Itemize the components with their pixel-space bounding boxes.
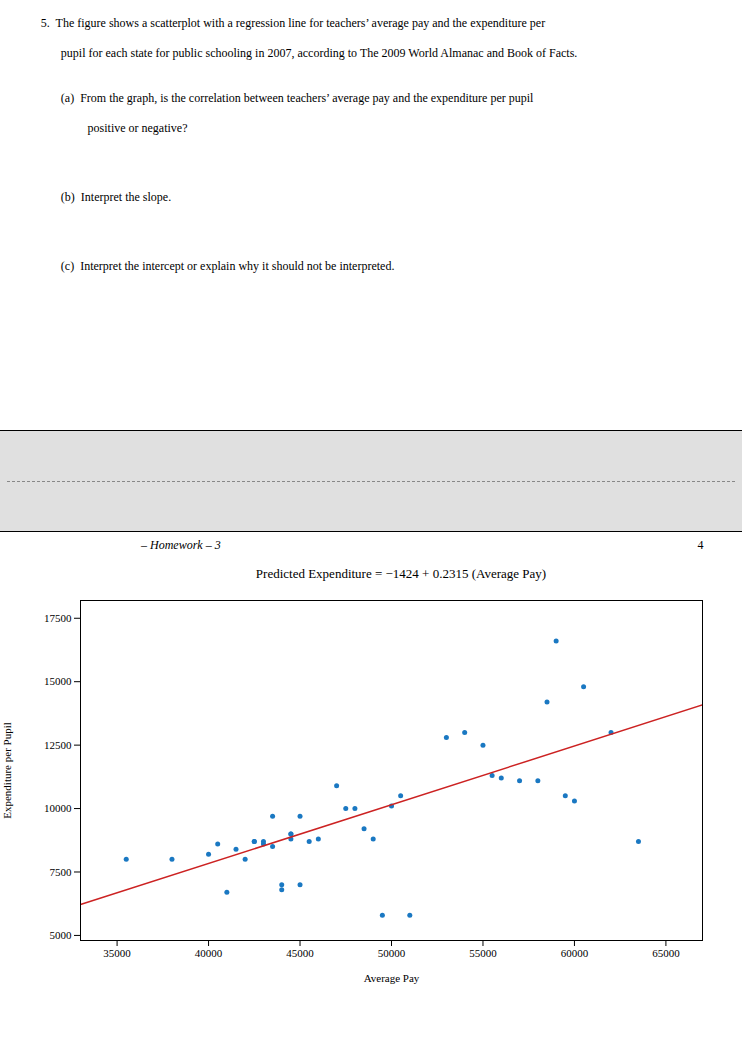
html-text:pupil for each state for publi: pupil for each state for public schoolin… — [60, 46, 578, 60]
html-text:positive or negative?: positive or negative? — [87, 121, 188, 135]
svg-text:Average Pay: Average Pay — [364, 972, 420, 984]
svg-text:10000: 10000 — [44, 802, 72, 814]
svg-text:65000: 65000 — [652, 947, 680, 959]
html-text:4: 4 — [697, 538, 704, 552]
html-text:(a) From the graph, is the cor: (a) From the graph, is the correlation b… — [60, 91, 534, 105]
svg-text:35000: 35000 — [103, 947, 131, 959]
svg-text:5000: 5000 — [50, 929, 73, 941]
svg-text:12500: 12500 — [44, 739, 72, 751]
svg-text:Expenditure per Pupil: Expenditure per Pupil — [1, 722, 13, 819]
html-text:Predicted Expenditure = −1424: Predicted Expenditure = −1424 + 0.2315 (… — [255, 566, 547, 581]
svg-text:17500: 17500 — [44, 612, 72, 624]
svg-text:15000: 15000 — [44, 675, 72, 687]
svg-text:7500: 7500 — [50, 866, 73, 878]
svg-text:40000: 40000 — [195, 947, 223, 959]
html-text:(b) Interpret the slope.: (b) Interpret the slope. — [60, 190, 172, 204]
svg-text:60000: 60000 — [561, 947, 589, 959]
svg-text:55000: 55000 — [469, 947, 497, 959]
svg-text:50000: 50000 — [378, 947, 406, 959]
html-text:5. The figure shows a scatterp: 5. The figure shows a scatterplot with a… — [40, 16, 546, 30]
svg-text:45000: 45000 — [286, 947, 314, 959]
html-text:(c) Interpret the intercept or: (c) Interpret the intercept or explain w… — [60, 259, 395, 273]
html-text:– Homework – 3: – Homework – 3 — [141, 538, 221, 552]
